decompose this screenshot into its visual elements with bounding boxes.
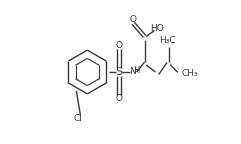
Text: Cl: Cl — [74, 114, 83, 123]
Text: S: S — [115, 67, 123, 77]
Text: O: O — [116, 41, 123, 50]
Text: O: O — [130, 15, 137, 24]
Text: O: O — [116, 94, 123, 103]
Text: HO: HO — [150, 24, 164, 33]
Text: H: H — [134, 66, 140, 75]
Text: N: N — [129, 68, 136, 76]
Text: CH₃: CH₃ — [182, 69, 199, 78]
Text: H₃C: H₃C — [159, 36, 175, 45]
